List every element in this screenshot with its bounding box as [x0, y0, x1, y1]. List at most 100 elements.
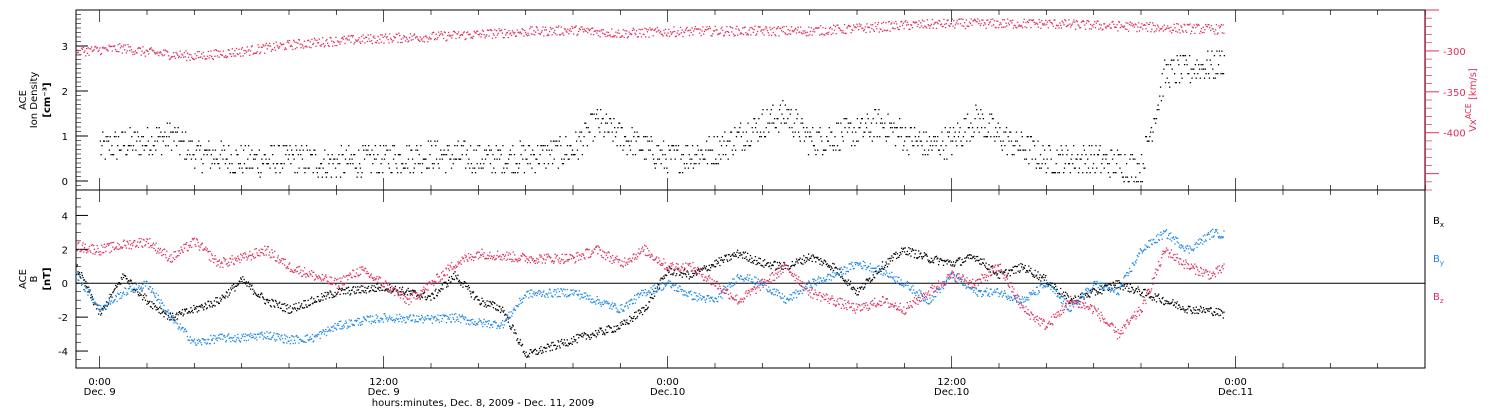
data-point	[1002, 26, 1005, 28]
series-By	[76, 228, 1225, 346]
data-point	[905, 20, 907, 22]
data-point	[1017, 149, 1019, 151]
data-point	[258, 46, 260, 48]
data-point	[235, 55, 237, 57]
data-point	[761, 29, 763, 31]
data-point	[839, 149, 841, 151]
data-point	[992, 18, 994, 20]
data-point	[939, 258, 941, 260]
data-point	[681, 276, 683, 278]
data-point	[156, 298, 159, 301]
data-point	[121, 52, 123, 54]
data-point	[448, 145, 450, 147]
data-point	[503, 167, 505, 169]
data-point	[1127, 290, 1129, 292]
data-point	[402, 163, 404, 165]
data-point	[541, 30, 543, 32]
data-point	[813, 257, 815, 259]
data-point	[76, 265, 78, 268]
data-point	[233, 55, 235, 57]
data-point	[168, 316, 170, 318]
data-point	[551, 349, 553, 351]
data-point	[169, 313, 172, 315]
data-point	[710, 149, 712, 151]
data-point	[298, 302, 300, 304]
data-point	[349, 325, 351, 328]
data-point	[584, 30, 586, 32]
data-point	[992, 271, 994, 273]
data-point	[385, 289, 387, 291]
data-point	[1136, 291, 1139, 293]
data-point	[272, 163, 275, 165]
data-point	[891, 255, 893, 257]
data-point	[102, 308, 104, 310]
data-point	[668, 149, 671, 151]
data-point	[239, 163, 241, 165]
data-point	[758, 257, 760, 259]
data-point	[488, 149, 491, 151]
data-point	[1029, 149, 1031, 151]
data-point	[566, 31, 568, 33]
data-point	[982, 262, 984, 264]
data-point	[205, 58, 207, 60]
data-point	[380, 163, 382, 165]
data-point	[121, 295, 123, 297]
data-point	[220, 333, 223, 336]
data-point	[860, 24, 862, 26]
data-point	[409, 314, 411, 316]
data-point	[200, 303, 203, 306]
data-point	[791, 260, 793, 263]
data-point	[321, 176, 323, 178]
data-point	[893, 122, 895, 124]
data-point	[1204, 29, 1206, 31]
data-point	[760, 264, 762, 266]
data-point	[1130, 24, 1132, 26]
data-point	[521, 345, 523, 347]
data-point	[259, 332, 262, 334]
data-point	[1146, 140, 1148, 142]
data-point	[666, 167, 668, 169]
data-point	[1128, 23, 1131, 26]
data-point	[692, 272, 694, 275]
data-point	[516, 338, 519, 340]
data-point	[535, 26, 538, 28]
data-point	[157, 51, 159, 53]
data-point	[887, 21, 890, 23]
data-point	[576, 149, 579, 151]
data-point	[127, 281, 129, 283]
data-point	[423, 291, 426, 293]
data-point	[267, 163, 270, 165]
data-point	[250, 167, 252, 169]
data-point	[1133, 26, 1136, 28]
data-point	[93, 298, 95, 300]
data-point	[91, 50, 94, 53]
data-point	[532, 154, 535, 156]
data-point	[183, 140, 185, 142]
data-point	[871, 280, 873, 282]
data-point	[804, 32, 807, 34]
data-point	[269, 45, 272, 47]
data-point	[912, 21, 914, 23]
data-point	[416, 294, 419, 296]
data-point	[169, 122, 171, 124]
data-point	[800, 32, 803, 34]
data-point	[667, 172, 669, 174]
data-point	[169, 312, 172, 314]
data-point	[216, 339, 218, 342]
data-point	[1217, 32, 1219, 34]
data-point	[426, 318, 428, 320]
data-point	[165, 136, 168, 138]
data-point	[438, 289, 440, 291]
data-point	[1101, 158, 1104, 160]
data-point	[352, 324, 354, 326]
data-point	[296, 46, 298, 49]
data-point	[632, 27, 634, 30]
data-point	[135, 52, 137, 54]
data-point	[315, 154, 317, 156]
data-point	[90, 299, 93, 301]
data-point	[727, 30, 729, 33]
data-point	[907, 254, 909, 256]
data-point	[663, 277, 666, 279]
data-point	[921, 257, 923, 260]
data-point	[1098, 23, 1101, 25]
